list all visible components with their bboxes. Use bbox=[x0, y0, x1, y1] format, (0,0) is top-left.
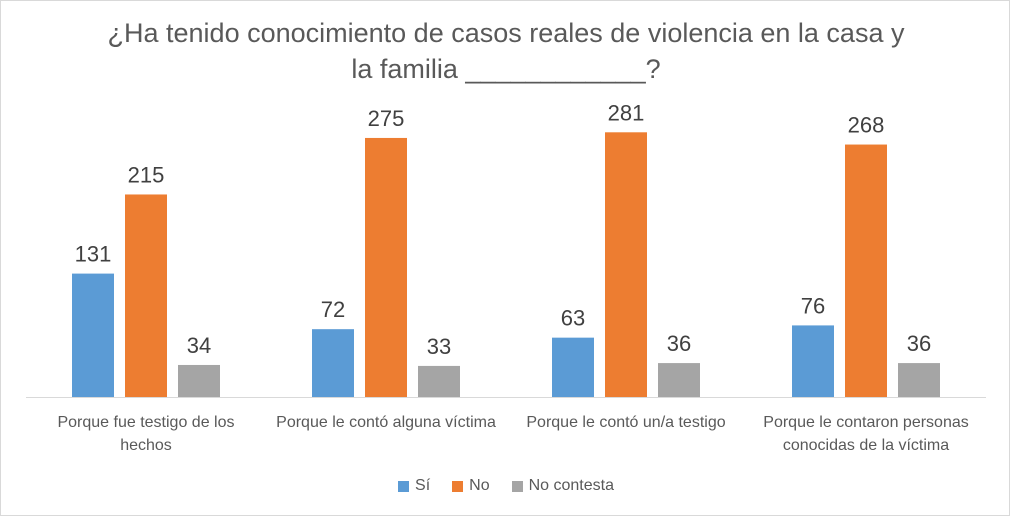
legend-label-no-contesta: No contesta bbox=[528, 477, 614, 494]
chart-title-line-2: la familia ____________? bbox=[351, 54, 661, 84]
category-label-1-line-1: Porque fue testigo de los bbox=[57, 414, 234, 431]
category-label-2-line-1: Porque le contó alguna víctima bbox=[276, 414, 496, 431]
data-label-si-cat-4: 76 bbox=[801, 293, 825, 318]
bar-no-contesta-cat-1 bbox=[178, 364, 220, 397]
data-label-no-contesta-cat-1: 34 bbox=[187, 333, 211, 358]
legend-item-no-contesta: No contesta bbox=[511, 477, 614, 495]
data-label-si-cat-2: 72 bbox=[321, 297, 345, 322]
legend-label-si: Sí bbox=[415, 477, 431, 494]
data-label-no-cat-3: 281 bbox=[608, 100, 645, 125]
bar-no-cat-1 bbox=[125, 194, 167, 397]
bar-no-contesta-cat-4 bbox=[898, 363, 940, 397]
legend-label-no: No bbox=[469, 477, 490, 494]
bar-si-cat-3 bbox=[552, 337, 594, 397]
chart-title: ¿Ha tenido conocimiento de casos reales … bbox=[61, 15, 951, 87]
legend-item-no: No bbox=[452, 477, 490, 495]
legend-swatch-no-contesta bbox=[511, 480, 523, 492]
data-label-no-cat-2: 275 bbox=[368, 106, 405, 131]
data-label-no-contesta-cat-2: 33 bbox=[427, 334, 451, 359]
bar-no-contesta-cat-3 bbox=[658, 363, 700, 397]
plot-area: 131 215 34 Porque fue testigo de los hechos 7… bbox=[26, 100, 986, 454]
bar-si-cat-4 bbox=[792, 325, 834, 397]
legend-swatch-si bbox=[398, 480, 410, 492]
data-label-si-cat-1: 131 bbox=[75, 242, 112, 267]
data-label-no-contesta-cat-4: 36 bbox=[907, 331, 931, 356]
chart-title-line-1: ¿Ha tenido conocimiento de casos reales … bbox=[107, 18, 905, 48]
data-label-no-cat-4: 268 bbox=[848, 113, 885, 138]
legend: Sí No No contesta bbox=[1, 477, 1010, 495]
bar-si-cat-2 bbox=[312, 329, 354, 397]
bar-no-cat-3 bbox=[605, 132, 647, 397]
category-label-3-line-1: Porque le contó un/a testigo bbox=[526, 414, 725, 431]
legend-item-si: Sí bbox=[398, 477, 430, 495]
category-label-4-line-1: Porque le contaron personas bbox=[763, 414, 968, 431]
data-label-no-cat-1: 215 bbox=[128, 162, 165, 187]
data-label-no-contesta-cat-3: 36 bbox=[667, 331, 691, 356]
bar-si-cat-1 bbox=[72, 273, 114, 397]
bar-no-cat-4 bbox=[845, 144, 887, 397]
bar-no-contesta-cat-2 bbox=[418, 365, 460, 397]
bar-no-cat-2 bbox=[365, 137, 407, 397]
data-label-si-cat-3: 63 bbox=[561, 306, 585, 331]
category-label-4-line-2: conocidas de la víctima bbox=[783, 437, 949, 454]
category-label-1-line-2: hechos bbox=[120, 437, 172, 454]
legend-swatch-no bbox=[452, 480, 464, 492]
